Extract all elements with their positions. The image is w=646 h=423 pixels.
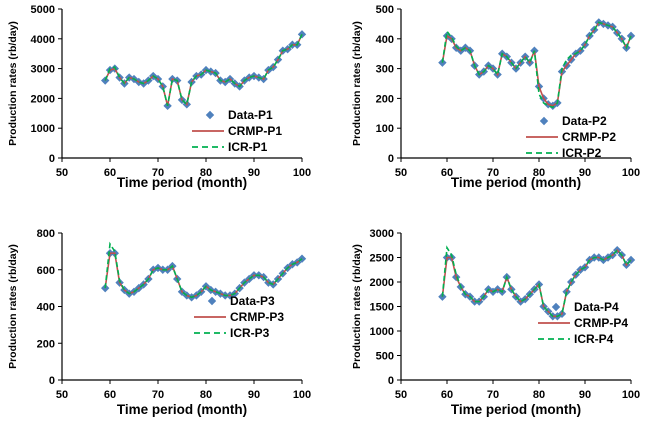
p3-x-tick-label: 60: [104, 389, 116, 401]
p1-legend-crmp: CRMP-P1: [228, 124, 282, 138]
p4-y-tick-label: 500: [376, 351, 394, 363]
p1-x-axis-label: Time period (month): [117, 175, 247, 190]
p2-legend-icr: ICR-P2: [562, 146, 602, 160]
p1-data-point: [101, 76, 110, 85]
p3-x-tick-label: 90: [248, 389, 260, 401]
p2-legend-crmp: CRMP-P2: [562, 130, 616, 144]
p1-y-tick-label: 5000: [31, 4, 55, 16]
p3-legend-data: Data-P3: [230, 294, 275, 308]
p3-legend-icr: ICR-P3: [230, 326, 270, 340]
p1-y-tick-label: 0: [49, 153, 55, 165]
p2-x-tick-label: 50: [395, 167, 407, 179]
p4-y-axis-label: Production rates (rb/day): [351, 244, 363, 369]
p1-y-tick-label: 2000: [31, 93, 55, 105]
p3-y-tick-label: 0: [49, 375, 55, 387]
p2-data-point: [438, 58, 447, 67]
p3-x-tick-label: 70: [152, 389, 164, 401]
p1-icr-line: [104, 33, 303, 106]
p2-icr-line: [441, 21, 632, 109]
p2-x-tick-label: 100: [622, 167, 640, 179]
p4-x-tick-label: 50: [395, 389, 407, 401]
p2-y-tick-label: 500: [376, 4, 394, 16]
p2-legend-data: Data-P2: [562, 114, 607, 128]
p4-y-tick-label: 1000: [370, 326, 394, 338]
p3-data-point: [101, 283, 110, 293]
p2-y-tick-label: 0: [388, 153, 394, 165]
p1-y-tick-label: 1000: [31, 123, 55, 135]
p1-x-tick-label: 100: [293, 167, 311, 179]
p3-y-tick-label: 600: [37, 265, 55, 277]
p4-legend-icr: ICR-P4: [574, 332, 614, 346]
p2-crmp-line: [441, 21, 632, 107]
p2-x-tick-label: 80: [533, 167, 545, 179]
p3-y-tick-label: 200: [37, 338, 55, 350]
p3-icr-line: [104, 241, 303, 299]
p1-y-tick-label: 4000: [31, 34, 55, 46]
p3-y-tick-label: 400: [37, 302, 55, 314]
p2-y-tick-label: 200: [376, 93, 394, 105]
p2-y-tick-label: 100: [376, 123, 394, 135]
p1-x-tick-label: 90: [248, 167, 260, 179]
p4-legend-marker: [551, 302, 561, 312]
p4-y-tick-label: 3000: [370, 228, 394, 240]
p2-x-tick-label: 70: [487, 167, 499, 179]
p2-x-axis-label: Time period (month): [451, 175, 581, 190]
p1-legend-data: Data-P1: [228, 108, 273, 122]
p2-y-axis-label: Production rates (rb/day): [351, 21, 363, 146]
p4-x-axis-label: Time period (month): [451, 402, 581, 417]
p4-x-tick-label: 80: [533, 389, 545, 401]
p2-y-tick-label: 400: [376, 34, 394, 46]
p1-x-tick-label: 50: [56, 167, 68, 179]
p3-x-tick-label: 100: [293, 389, 311, 401]
p1-x-tick-label: 60: [104, 167, 116, 179]
p2-legend-marker: [539, 116, 549, 126]
p3-legend-crmp: CRMP-P3: [230, 310, 284, 324]
p4-y-tick-label: 2000: [370, 277, 394, 289]
p4-crmp-line: [441, 249, 632, 318]
p4-y-tick-label: 1500: [370, 302, 394, 314]
p1-x-tick-label: 80: [200, 167, 212, 179]
p4-y-tick-label: 0: [388, 375, 394, 387]
p3-x-axis-label: Time period (month): [117, 402, 247, 417]
p4-x-tick-label: 70: [487, 389, 499, 401]
p2-x-tick-label: 60: [441, 167, 453, 179]
p3-legend-marker: [207, 296, 217, 306]
p3-x-tick-label: 50: [56, 389, 68, 401]
p3-y-axis-label: Production rates (rb/day): [7, 244, 19, 369]
p4-x-tick-label: 60: [441, 389, 453, 401]
p4-y-tick-label: 2500: [370, 253, 394, 265]
p4-legend-data: Data-P4: [574, 300, 619, 314]
p1-legend-marker: [205, 110, 215, 120]
p3-x-tick-label: 80: [200, 389, 212, 401]
p2-x-tick-label: 90: [579, 167, 591, 179]
p1-x-tick-label: 70: [152, 167, 164, 179]
p1-y-tick-label: 3000: [31, 64, 55, 76]
p1-legend-icr: ICR-P1: [228, 140, 268, 154]
p3-y-tick-label: 800: [37, 228, 55, 240]
p4-x-tick-label: 100: [622, 389, 640, 401]
p4-legend-crmp: CRMP-P4: [574, 316, 628, 330]
p4-x-tick-label: 90: [579, 389, 591, 401]
p1-y-axis-label: Production rates (rb/day): [7, 21, 19, 146]
p2-y-tick-label: 300: [376, 64, 394, 76]
